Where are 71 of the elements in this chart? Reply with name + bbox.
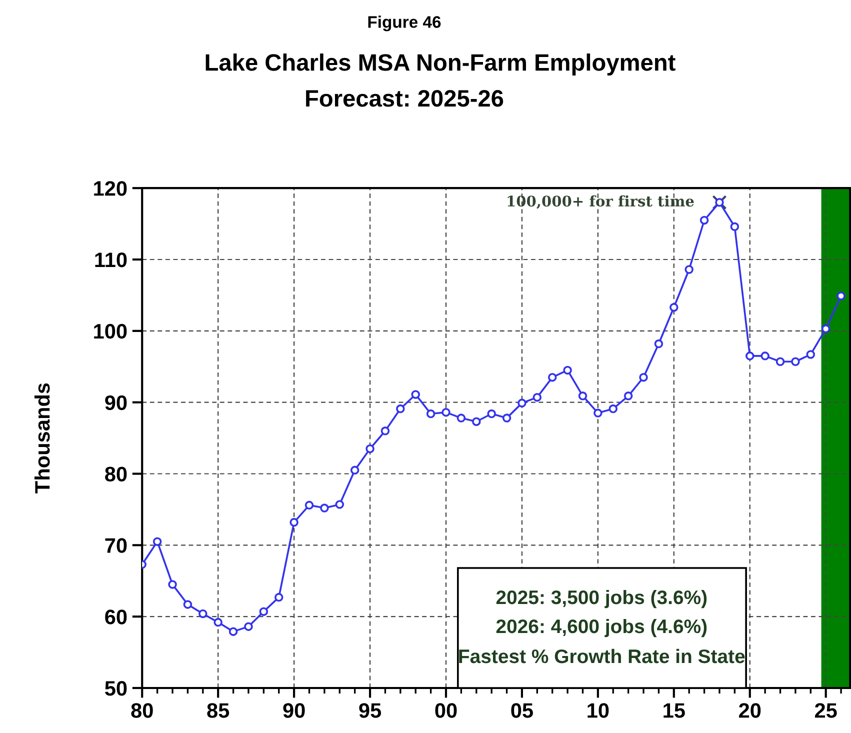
caption: Figure 46: [368, 16, 441, 32]
point: [594, 408, 602, 418]
point: [487, 409, 496, 418]
annotation: 100,000+ for first time: [508, 195, 694, 209]
y-tick-label: 110: [95, 252, 127, 268]
point: [745, 352, 754, 360]
x-tick-label: 95: [359, 703, 382, 718]
point: [472, 417, 481, 426]
point: [532, 392, 542, 402]
point: [836, 292, 846, 300]
y-tick-label: 70: [105, 538, 127, 553]
chart-title: Lake Charles MSA Non-Farm Employment: [206, 54, 676, 76]
point: [380, 426, 390, 436]
point: [518, 398, 526, 408]
point: [350, 466, 360, 475]
point: [563, 366, 572, 375]
x-tick-label: 15: [664, 703, 685, 718]
point: [244, 622, 253, 631]
point: [776, 357, 785, 366]
point: [821, 324, 830, 334]
annotation: 2025: 3,500 jobs (3.6%): [496, 590, 707, 608]
point: [760, 352, 770, 360]
point: [259, 607, 268, 616]
point: [335, 500, 344, 509]
point: [502, 414, 512, 422]
y-tick-label: 120: [94, 181, 127, 196]
x-tick-label: 20: [739, 703, 761, 718]
x-tick-label: 25: [814, 703, 837, 718]
point: [442, 408, 450, 417]
point: [214, 618, 222, 627]
point: [548, 372, 557, 382]
point: [290, 518, 298, 527]
point: [168, 580, 177, 589]
annotation: 2026: 4,600 jobs (4.6%): [496, 618, 707, 638]
x-tick-label: 85: [207, 703, 230, 718]
point: [730, 222, 740, 232]
point: [396, 404, 405, 414]
x-tick-label: 00: [435, 703, 457, 718]
y-tick-label: 80: [105, 466, 127, 482]
point: [639, 372, 648, 382]
y-axis-title: Thousands: [34, 383, 50, 494]
annotation: Fastest % Growth Rate in State: [459, 648, 745, 664]
point: [426, 409, 436, 418]
point: [198, 609, 208, 618]
point: [274, 592, 284, 602]
point: [791, 357, 800, 366]
x-tick-label: 90: [283, 703, 305, 718]
point: [411, 390, 420, 399]
point: [366, 444, 374, 454]
point: [183, 600, 192, 609]
point: [320, 504, 329, 512]
point: [806, 350, 816, 359]
x-tick-label: 10: [588, 703, 609, 718]
x-tick-label: 05: [511, 703, 533, 718]
point: [624, 392, 633, 400]
point: [152, 537, 162, 546]
point: [228, 627, 238, 636]
point: [654, 339, 664, 348]
y-tick-label: 50: [105, 680, 127, 696]
point: [670, 302, 678, 312]
point: [304, 500, 314, 510]
y-tick-label: 100: [94, 324, 127, 339]
point: [700, 216, 709, 225]
chart-subtitle: Forecast: 2025-26: [306, 90, 504, 107]
point: [608, 404, 618, 414]
x-tick-label: 80: [131, 703, 153, 718]
point: [578, 392, 588, 400]
point: [684, 265, 694, 274]
y-tick-label: 90: [105, 395, 127, 410]
point: [456, 414, 466, 422]
y-tick-label: 60: [105, 610, 127, 624]
